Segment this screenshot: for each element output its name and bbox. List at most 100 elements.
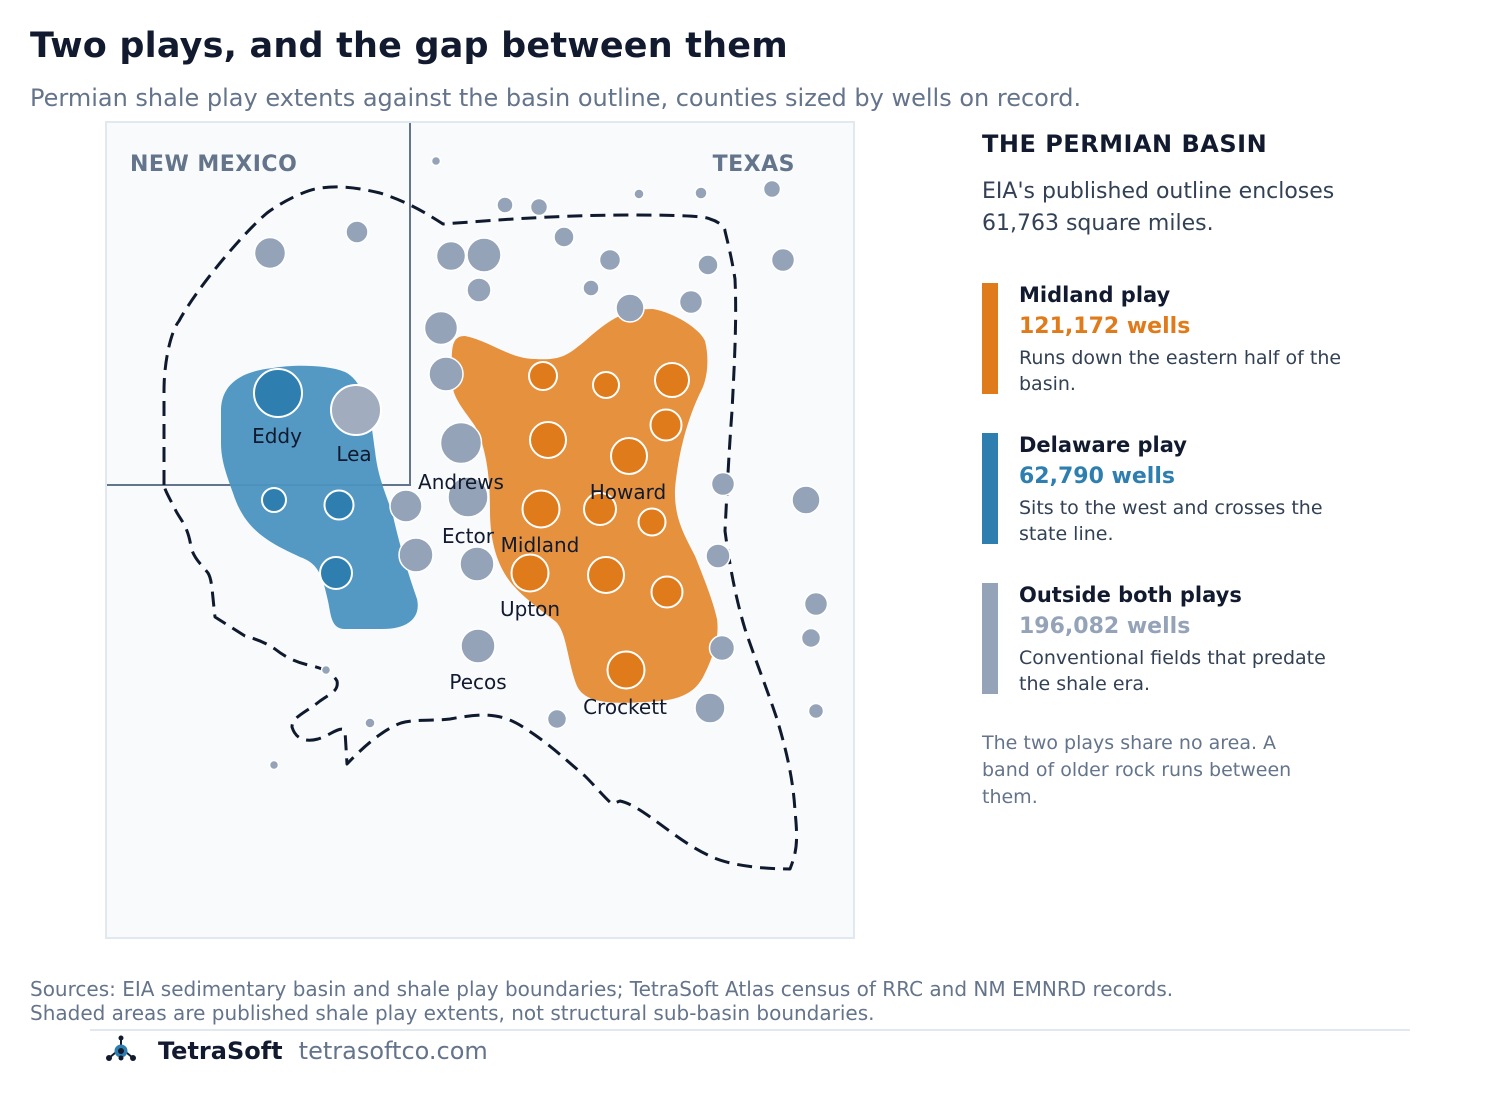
sources-line-2: Shaded areas are published shale play ex… [30,1001,875,1025]
county-bubble-outside [708,634,736,662]
county-bubble-outside [389,489,423,523]
legend-name-outside: Outside both plays [1019,583,1242,607]
county-bubble-outside [459,546,495,582]
county-bubble-outside [320,664,332,676]
delaware-counties [253,368,355,590]
county-bubble-midland [521,489,561,529]
page-title: Two plays, and the gap between them [30,26,788,66]
county-bubble-outside [423,310,459,346]
sources-note: Sources: EIA sedimentary basin and shale… [30,977,1173,1025]
county-bubble-outside [694,186,708,200]
county-bubble-outside [807,702,825,720]
county-bubble-outside [364,717,376,729]
panel-description: EIA's published outline encloses 61,763 … [982,179,1335,236]
legend-note-delaware: Sits to the west and crosses the state l… [1019,497,1323,545]
legend-text-midland: Midland play 121,172 wells Runs down the… [1019,283,1359,397]
county-bubble-midland-play [650,575,684,609]
county-bubble-outside [439,421,483,465]
county-bubble-crockett [606,650,646,690]
state-line [107,123,411,486]
county-bubble-outside [430,155,442,167]
county-label-lea: Lea [336,442,371,466]
county-bubble-outside [615,293,645,323]
sources-line-1: Sources: EIA sedimentary basin and shale… [30,977,1174,1001]
county-bubble-outside [268,759,280,771]
county-bubble-delaware [319,556,353,590]
county-bubble-midland-play [587,556,625,594]
legend-item-midland: Midland play 121,172 wells Runs down the… [982,283,1382,397]
county-label-upton: Upton [500,597,560,621]
county-bubble-midland-play [649,408,683,442]
brand-url[interactable]: tetrasoftco.com [298,1037,488,1065]
county-label-andrews: Andrews [418,470,504,494]
legend-item-outside: Outside both plays 196,082 wells Convent… [982,583,1382,697]
county-bubble-outside [705,543,731,569]
county-bubble-outside [546,708,568,730]
midland-counties [510,361,690,690]
county-label-eddy: Eddy [252,424,302,448]
county-bubble-outside [496,196,514,214]
county-bubble-outside [428,356,464,392]
county-bubble-outside [466,277,492,303]
county-bubble-delaware [323,489,355,521]
county-bubble-outside [678,289,704,315]
county-bubble-midland-play [637,507,667,537]
legend-count-outside: 196,082 wells [1019,614,1191,639]
brand-name: TetraSoft [158,1037,283,1065]
county-bubble-outside [345,220,369,244]
footer-divider [90,1029,1410,1031]
legend-name-midland: Midland play [1019,283,1171,307]
county-bubble-outside [466,237,502,273]
county-bubble-outside [633,188,645,200]
legend-swatch-delaware [982,433,998,544]
county-label-midland: Midland [501,533,580,557]
county-bubble-outside [710,471,736,497]
county-label-ector: Ector [442,524,495,548]
legend-name-delaware: Delaware play [1019,433,1187,457]
state-label-texas: TEXAS [713,152,795,177]
legend-item-delaware: Delaware play 62,790 wells Sits to the w… [982,433,1382,547]
panel-heading: THE PERMIAN BASIN [982,130,1268,158]
legend-note-outside: Conventional fields that predate the sha… [1019,647,1326,695]
county-bubble-midland-play [583,492,617,526]
county-bubble-outside [447,476,489,518]
county-bubble-outside [770,247,796,273]
legend-note-midland: Runs down the eastern half of the basin. [1019,347,1342,395]
county-bubble-outside [803,591,829,617]
county-bubble-outside [398,537,434,573]
county-bubble-outside [598,248,622,272]
county-bubble-howard [610,437,648,475]
county-bubble-eddy [253,368,303,418]
map-canvas: NEW MEXICO TEXAS Eddy Lea Andrews Howard… [105,121,855,939]
county-bubble-outside [582,279,600,297]
brand-footer: TetraSoft tetrasoftco.com [104,1034,488,1068]
county-bubble-delaware [261,487,287,513]
legend-swatch-outside [982,583,998,694]
county-bubble-outside [553,226,575,248]
county-label-howard: Howard [590,480,666,504]
legend-text-outside: Outside both plays 196,082 wells Convent… [1019,583,1359,697]
county-bubble-outside [460,628,496,664]
legend-text-delaware: Delaware play 62,790 wells Sits to the w… [1019,433,1359,547]
county-bubble-outside [253,236,287,270]
county-bubble-lea [330,384,382,436]
county-bubble-outside [762,179,782,199]
legend-count-delaware: 62,790 wells [1019,464,1175,489]
county-bubble-midland-play [654,362,690,398]
county-bubble-upton [510,553,550,593]
county-bubble-outside [791,485,821,515]
panel-footnote: The two plays share no area. A band of o… [982,732,1292,808]
county-bubble-midland-play [592,371,620,399]
state-label-new-mexico: NEW MEXICO [130,152,297,177]
legend-count-midland: 121,172 wells [1019,314,1191,339]
county-bubble-outside [800,627,822,649]
tetrasoft-logo-icon [106,1035,136,1061]
legend-swatch-midland [982,283,998,394]
county-bubble-outside [529,197,549,217]
basin-map: NEW MEXICO TEXAS Eddy Lea Andrews Howard… [105,121,855,939]
county-bubble-midland-play [528,361,558,391]
county-bubble-outside [697,254,719,276]
county-bubble-outside [694,692,726,724]
county-bubble-midland-play [529,421,567,459]
county-label-crockett: Crockett [583,695,667,719]
